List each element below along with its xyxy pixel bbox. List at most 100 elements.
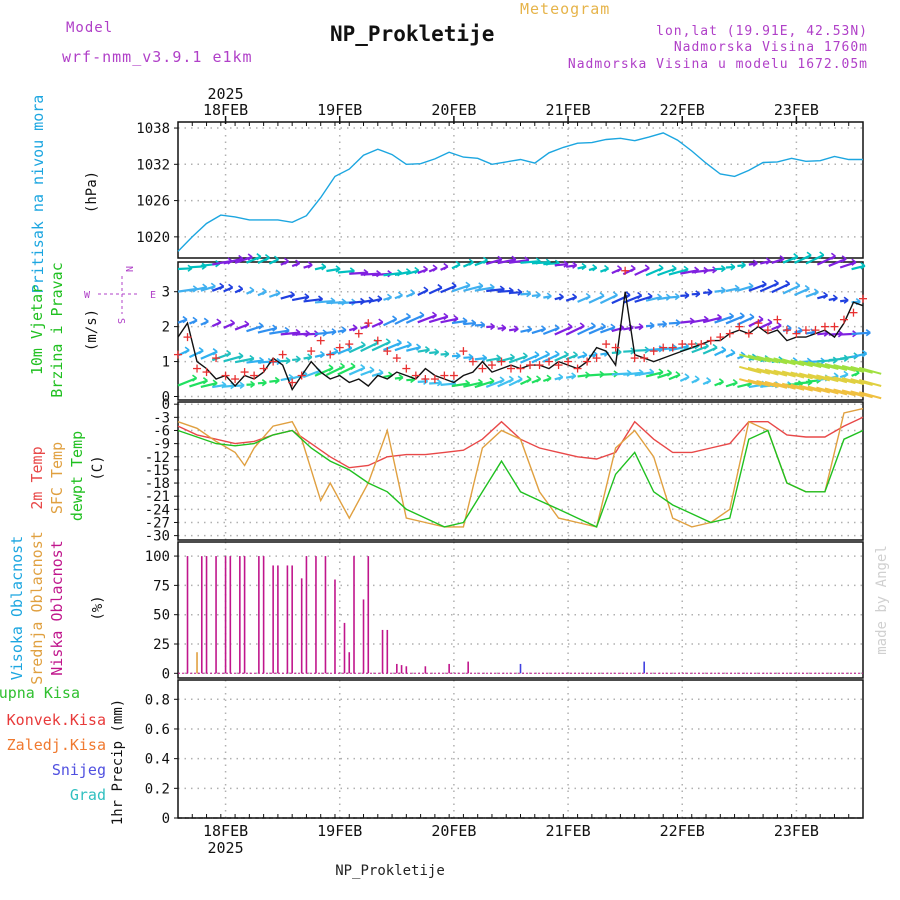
wind-arrow <box>798 360 822 369</box>
wind-gust-point-66 <box>801 326 810 335</box>
wind-arrow <box>841 377 865 386</box>
wind-arrow <box>463 284 484 292</box>
wind-arrow <box>747 379 771 387</box>
wind-arrow <box>824 387 848 396</box>
wind-gust-point-46 <box>611 343 620 352</box>
series-line-pressure-0 <box>177 132 863 252</box>
wind-arrow <box>764 356 788 365</box>
wind-arrow <box>543 262 560 266</box>
wind-arrow <box>520 260 541 264</box>
wind-gust-point-23 <box>392 354 401 363</box>
day-label-top-1: 19FEB <box>317 101 362 119</box>
cloud-unit: (%) <box>90 595 106 620</box>
lonlat-label: lon,lat (19.91E, 42.53N) <box>656 24 868 39</box>
compass-s: S <box>115 318 126 324</box>
ytick-label-cloud-1: 25 <box>153 637 170 653</box>
wind-gust-point-71 <box>849 308 858 317</box>
wind-gust-point-5 <box>221 371 230 380</box>
wind-arrow <box>463 321 476 326</box>
wind-gust-point-9 <box>259 364 268 373</box>
wind-gust-point-43 <box>583 357 592 366</box>
wind-gust-point-28 <box>440 371 449 380</box>
wind-arrow <box>280 376 294 382</box>
wind-arrow <box>841 364 865 373</box>
wind-arrow <box>764 380 788 389</box>
wind-arrow <box>824 375 848 384</box>
wind-arrow <box>486 356 501 362</box>
wind-arrow <box>417 348 430 353</box>
wind-gust-point-45 <box>602 340 611 349</box>
wind-arrow <box>474 356 487 361</box>
wind-gust-point-4 <box>212 354 221 363</box>
ytick-label-precip-2: 0.4 <box>145 752 170 768</box>
wind-arrow <box>234 357 255 364</box>
wind-arrow <box>303 297 323 303</box>
cloud-title-low: Niska Oblacnost <box>48 540 66 675</box>
wind-arrow <box>851 331 871 336</box>
wind-gust-point-37 <box>526 361 535 370</box>
footer-station: NP_Prokletije <box>335 863 445 879</box>
wind-arrow <box>269 379 280 383</box>
wind-arrow <box>394 343 412 352</box>
wind-arrow <box>851 352 867 359</box>
wind-arrow <box>269 329 290 335</box>
wind-arrow <box>817 332 829 336</box>
meteogram-label: Meteogram <box>520 0 611 18</box>
wind-gust-point-27 <box>430 375 439 384</box>
panel-frame <box>177 401 864 541</box>
wind-arrow <box>824 363 848 371</box>
wind-arrow <box>816 374 839 383</box>
wind-arrow <box>773 357 796 366</box>
wind-gust-point-41 <box>564 357 573 366</box>
ytick-label-temperature-8: -24 <box>145 502 170 518</box>
wind-gust-point-36 <box>516 364 525 373</box>
wind-arrow <box>668 295 680 299</box>
ytick-label-temperature-0: 0 <box>162 397 170 413</box>
wind-arrow <box>739 378 762 387</box>
made-by-credit: made by Angel <box>874 545 890 655</box>
wind-arrow <box>764 368 788 377</box>
ytick-label-temperature-4: -12 <box>145 450 170 466</box>
wind-arrow <box>691 318 709 324</box>
ytick-label-precip-4: 0.8 <box>145 692 170 708</box>
wind-arrow <box>807 361 831 370</box>
wind-arrow <box>406 346 421 352</box>
day-label-bottom-5: 23FEB <box>774 822 819 840</box>
wind-arrow <box>497 258 517 265</box>
wind-arrow <box>858 379 882 387</box>
compass-n: N <box>123 266 134 272</box>
wind-arrow <box>781 370 805 379</box>
wind-arrow <box>474 286 495 292</box>
wind-gust-point-57 <box>716 333 725 342</box>
day-label-bottom-4: 22FEB <box>660 822 705 840</box>
wind-gust-point-22 <box>383 347 392 356</box>
wind-gust-point-65 <box>792 329 801 338</box>
day-label-bottom-1: 19FEB <box>317 822 362 840</box>
wind-gust-point-63 <box>773 315 782 324</box>
station-title: NP_Prokletije <box>330 22 495 46</box>
wind-arrow <box>833 376 856 385</box>
wind-gust-point-1 <box>183 333 192 342</box>
ytick-label-wind-2: 2 <box>162 320 170 336</box>
wind-arrow <box>680 269 699 275</box>
compass-e: E <box>150 290 156 301</box>
wind-title-2: Brzina i Pravac <box>48 262 66 397</box>
wind-arrow <box>440 382 456 386</box>
wind-gust-point-54 <box>687 340 696 349</box>
wind-gust-point-2 <box>193 364 202 373</box>
wind-arrow <box>257 327 277 334</box>
wind-gust-point-20 <box>364 319 373 328</box>
wind-arrow <box>246 359 264 364</box>
wind-arrow <box>748 283 767 292</box>
wind-arrow <box>337 269 355 274</box>
wind-arrow <box>451 319 468 325</box>
panel-precip: 0 0.2 0.4 0.6 0.8 <box>145 679 864 827</box>
wind-arrow <box>747 354 771 363</box>
wind-gust-point-34 <box>497 357 506 366</box>
wind-arrow <box>417 314 437 324</box>
wind-arrow <box>703 268 717 272</box>
ytick-label-wind-0: 0 <box>162 390 170 406</box>
ytick-label-temperature-10: -30 <box>145 529 170 545</box>
ytick-label-cloud-3: 75 <box>153 578 170 594</box>
wind-gust-point-72 <box>859 294 867 303</box>
